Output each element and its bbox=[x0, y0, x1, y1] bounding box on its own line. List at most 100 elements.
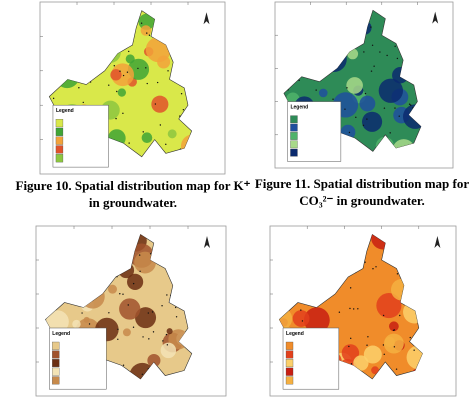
legend-swatch bbox=[52, 376, 60, 385]
sample-point bbox=[128, 50, 130, 53]
zone bbox=[117, 88, 126, 97]
zone bbox=[371, 366, 379, 375]
zone bbox=[279, 307, 293, 330]
sample-point bbox=[127, 304, 129, 306]
zone bbox=[111, 63, 135, 87]
zone bbox=[160, 342, 177, 359]
sample-point bbox=[179, 115, 181, 117]
zone bbox=[362, 111, 383, 132]
legend-swatch bbox=[285, 350, 294, 359]
zone bbox=[119, 298, 141, 320]
sample-point bbox=[152, 331, 155, 333]
sample-point bbox=[180, 93, 183, 95]
sample-point bbox=[396, 57, 399, 60]
legend-title: Legend bbox=[56, 108, 74, 114]
zone bbox=[363, 345, 382, 364]
sample-point bbox=[52, 97, 55, 100]
caption-line: Figure 11. Spatial distribution map for bbox=[255, 176, 470, 191]
sample-point bbox=[375, 266, 377, 268]
legend-swatch bbox=[290, 148, 298, 157]
sample-point bbox=[117, 328, 119, 331]
legend-swatch bbox=[55, 145, 64, 154]
caption-line: Figure 10. Spatial distribution map for … bbox=[16, 178, 251, 193]
sample-point bbox=[355, 116, 357, 119]
sample-point bbox=[182, 109, 185, 111]
sample-point bbox=[394, 45, 396, 48]
legend-swatch bbox=[52, 341, 60, 350]
legend-swatch bbox=[52, 350, 60, 359]
sample-point bbox=[137, 67, 139, 70]
sample-point bbox=[161, 305, 163, 307]
map-panel: Legend bbox=[35, 225, 227, 397]
sample-point bbox=[386, 54, 388, 57]
zone bbox=[167, 129, 177, 139]
zone bbox=[384, 336, 395, 348]
sample-point bbox=[149, 253, 152, 255]
sample-point bbox=[396, 273, 399, 275]
zone bbox=[110, 69, 122, 81]
sample-point bbox=[165, 333, 168, 336]
sample-point bbox=[122, 364, 125, 366]
zone bbox=[135, 307, 157, 329]
zone bbox=[46, 310, 69, 334]
sample-point bbox=[350, 363, 353, 365]
sample-point bbox=[300, 309, 302, 311]
sample-point bbox=[366, 118, 368, 120]
sample-point bbox=[371, 44, 374, 46]
zone bbox=[122, 328, 131, 337]
zone bbox=[353, 355, 369, 371]
zone bbox=[318, 88, 328, 98]
sample-point bbox=[382, 314, 385, 317]
zone bbox=[127, 273, 144, 290]
zone bbox=[378, 78, 403, 103]
sample-point bbox=[383, 107, 386, 109]
legend-title: Legend bbox=[52, 331, 70, 337]
map-panel: Legend bbox=[39, 1, 226, 175]
sample-point bbox=[159, 124, 162, 126]
legend-swatch bbox=[52, 367, 60, 376]
sample-point bbox=[108, 84, 110, 86]
sample-point bbox=[82, 101, 84, 104]
sample-point bbox=[139, 270, 141, 272]
sample-point bbox=[298, 79, 300, 82]
zone bbox=[346, 77, 363, 94]
sample-point bbox=[116, 90, 118, 93]
legend-box bbox=[52, 104, 109, 168]
sample-point bbox=[119, 293, 121, 295]
zone bbox=[292, 310, 310, 327]
legend-swatch bbox=[52, 359, 60, 368]
sample-point bbox=[174, 306, 177, 309]
sample-point bbox=[362, 124, 365, 126]
sample-point bbox=[409, 336, 411, 339]
legend-title: Legend bbox=[290, 105, 308, 111]
sample-point bbox=[413, 349, 415, 351]
sample-point bbox=[372, 268, 374, 270]
sample-point bbox=[363, 51, 365, 53]
zone bbox=[72, 319, 81, 329]
north-arrow bbox=[203, 12, 210, 25]
zone bbox=[359, 95, 376, 112]
legend-swatch bbox=[285, 367, 294, 376]
sample-point bbox=[332, 98, 334, 100]
legend-swatch bbox=[290, 115, 298, 124]
sample-point bbox=[146, 32, 148, 34]
map-panel: Legend bbox=[274, 1, 454, 169]
sample-point bbox=[348, 131, 351, 134]
legend-swatch bbox=[290, 132, 298, 140]
sample-point bbox=[399, 314, 401, 317]
sample-point bbox=[398, 115, 400, 117]
sample-point bbox=[142, 336, 144, 338]
sample-point bbox=[382, 344, 385, 346]
sample-point bbox=[395, 368, 398, 370]
zone bbox=[389, 321, 399, 332]
legend-swatch bbox=[290, 123, 298, 132]
zone bbox=[138, 13, 155, 30]
zone bbox=[303, 307, 330, 334]
sample-point bbox=[165, 143, 167, 146]
legend-swatch bbox=[285, 359, 294, 368]
north-arrow bbox=[204, 236, 210, 248]
sample-point bbox=[132, 282, 135, 285]
sample-point bbox=[156, 81, 159, 84]
sample-point bbox=[115, 117, 117, 120]
sample-point bbox=[315, 89, 317, 91]
